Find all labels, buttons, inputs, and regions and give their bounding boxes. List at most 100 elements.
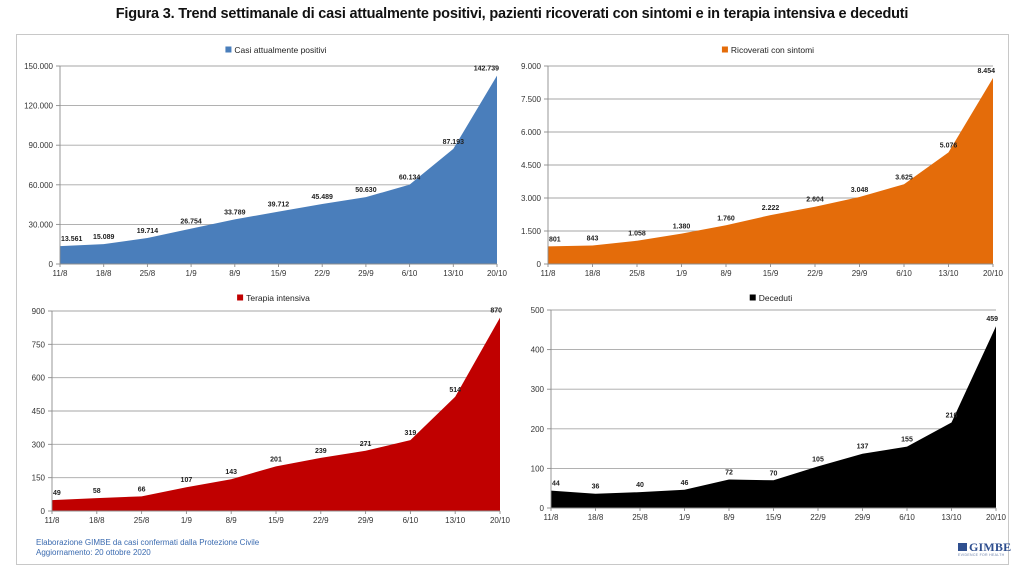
data-label: 319 [405, 430, 417, 437]
y-tick-label: 0 [537, 260, 542, 269]
x-tick-label: 22/9 [810, 513, 826, 522]
x-tick-label: 8/9 [226, 516, 238, 525]
area-series [551, 326, 996, 508]
x-tick-label: 8/9 [720, 269, 732, 278]
legend-swatch [749, 294, 756, 301]
x-tick-label: 13/10 [941, 513, 962, 522]
x-tick-label: 20/10 [986, 513, 1007, 522]
data-label: 137 [857, 444, 869, 451]
x-tick-label: 13/10 [938, 269, 959, 278]
x-tick-label: 1/9 [679, 513, 691, 522]
x-tick-label: 22/9 [314, 269, 330, 278]
data-label: 36 [592, 484, 600, 491]
x-tick-label: 13/10 [445, 516, 466, 525]
data-label: 1.058 [628, 231, 646, 238]
chart-deceduti: 0 100 200 300 400 500 11/8 18/8 25/8 1/9 8/9 15/9 22… [531, 293, 1007, 522]
y-tick-label: 6.000 [521, 128, 542, 137]
data-label: 142.739 [474, 66, 499, 73]
legend-swatch [721, 46, 728, 53]
x-tick-label: 25/8 [140, 269, 156, 278]
x-tick-label: 15/9 [268, 516, 284, 525]
legend-label: Terapia intensiva [246, 293, 310, 303]
chart-casi-attualmente-positivi: 0 30.000 60.000 90.000 120.000 150.000 11/8 18/… [24, 45, 507, 278]
x-tick-label: 20/10 [490, 516, 511, 525]
data-label: 39.712 [268, 202, 290, 209]
x-tick-label: 25/8 [629, 269, 645, 278]
x-tick-label: 18/8 [585, 269, 601, 278]
y-tick-label: 90.000 [29, 141, 54, 150]
data-label: 15.089 [93, 234, 115, 241]
data-label: 1.760 [717, 215, 735, 222]
data-label: 58 [93, 488, 101, 495]
x-tick-label: 6/10 [402, 269, 418, 278]
x-tick-label: 6/10 [896, 269, 912, 278]
legend-label: Ricoverati con sintomi [731, 45, 814, 55]
data-label: 870 [490, 308, 502, 315]
area-series [548, 78, 993, 265]
x-tick-label: 11/8 [53, 269, 69, 278]
data-label: 216 [946, 412, 958, 419]
data-label: 66 [138, 486, 146, 493]
data-label: 843 [587, 235, 599, 242]
data-label: 46 [681, 480, 689, 487]
y-tick-label: 120.000 [24, 102, 53, 111]
area-series [60, 75, 497, 264]
logo-subtext: EVIDENCE FOR HEALTH [958, 553, 1005, 557]
y-tick-label: 0 [49, 260, 54, 269]
y-tick-label: 9.000 [521, 62, 542, 71]
x-tick-label: 18/8 [588, 513, 604, 522]
y-tick-label: 7.500 [521, 95, 542, 104]
y-tick-label: 1.500 [521, 227, 542, 236]
data-label: 3.048 [851, 187, 869, 194]
gimbe-logo: GIMBE EVIDENCE FOR HEALTH [958, 540, 1012, 559]
chart-terapia-intensiva: 0 150 300 450 600 750 900 11/8 18/8 25/8 1/9 8/9 15/… [32, 293, 511, 525]
y-tick-label: 300 [531, 385, 545, 394]
x-tick-label: 20/10 [487, 269, 508, 278]
data-label: 19.714 [137, 228, 159, 235]
data-label: 107 [181, 477, 193, 484]
data-label: 1.380 [673, 224, 691, 231]
y-tick-label: 200 [531, 425, 545, 434]
footnote-source: Elaborazione GIMBE da casi confermati da… [36, 538, 260, 547]
data-label: 40 [636, 482, 644, 489]
legend-label: Deceduti [759, 293, 793, 303]
y-tick-label: 150.000 [24, 62, 53, 71]
x-tick-label: 6/10 [403, 516, 419, 525]
y-tick-label: 900 [32, 307, 46, 316]
data-label: 239 [315, 448, 327, 455]
data-label: 70 [770, 470, 778, 477]
x-tick-label: 29/9 [358, 269, 374, 278]
y-tick-label: 400 [531, 346, 545, 355]
logo-mark-icon [958, 543, 967, 551]
y-tick-label: 0 [41, 507, 46, 516]
data-label: 2.222 [762, 205, 780, 212]
data-label: 72 [725, 469, 733, 476]
x-tick-label: 8/9 [723, 513, 735, 522]
x-tick-label: 29/9 [358, 516, 374, 525]
x-tick-label: 18/8 [96, 269, 112, 278]
x-tick-label: 18/8 [89, 516, 105, 525]
y-tick-label: 3.000 [521, 194, 542, 203]
x-tick-label: 1/9 [181, 516, 193, 525]
x-tick-label: 20/10 [983, 269, 1004, 278]
footnote-update: Aggiornamento: 20 ottobre 2020 [36, 548, 151, 557]
data-label: 801 [549, 236, 561, 243]
data-label: 143 [225, 469, 237, 476]
data-label: 3.625 [895, 174, 913, 181]
data-label: 60.134 [399, 175, 421, 182]
data-label: 459 [986, 316, 998, 323]
x-tick-label: 6/10 [899, 513, 915, 522]
x-tick-label: 11/8 [544, 513, 560, 522]
data-label: 271 [360, 441, 372, 448]
y-tick-label: 500 [531, 306, 545, 315]
figure-title: Figura 3. Trend settimanale di casi attu… [115, 6, 909, 22]
y-tick-label: 600 [32, 374, 46, 383]
data-label: 13.561 [61, 236, 83, 243]
logo-text: GIMBE [969, 540, 1012, 554]
data-label: 155 [901, 437, 913, 444]
chart-ricoverati-con-sintomi: 0 1.500 3.000 4.500 6.000 7.500 9.000 11/8 18/8 2… [521, 45, 1004, 278]
y-tick-label: 60.000 [29, 181, 54, 190]
data-label: 26.754 [180, 219, 202, 226]
x-tick-label: 13/10 [443, 269, 464, 278]
data-label: 105 [812, 456, 824, 463]
